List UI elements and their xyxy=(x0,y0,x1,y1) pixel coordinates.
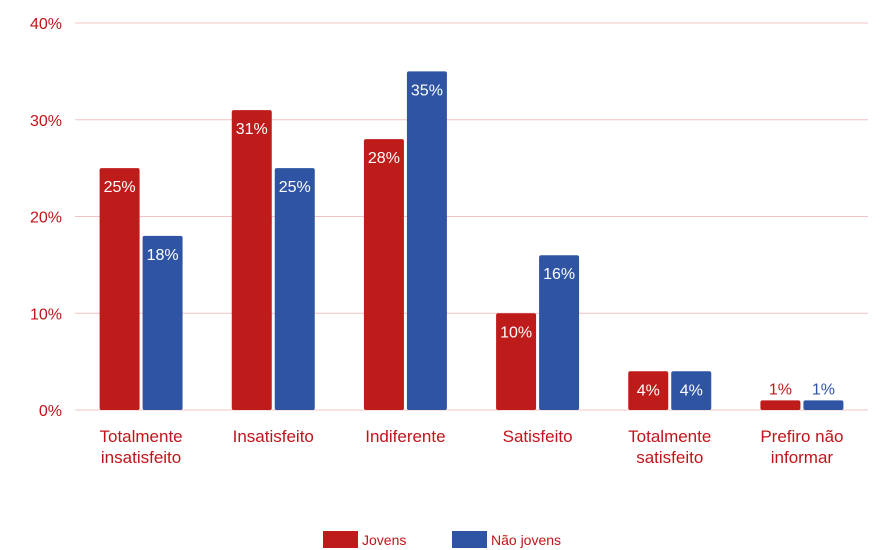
y-tick-label: 10% xyxy=(30,306,62,323)
bar xyxy=(760,400,801,410)
bar-value-label: 35% xyxy=(411,82,443,99)
bar xyxy=(539,255,580,410)
bar xyxy=(671,371,712,410)
bar xyxy=(274,168,315,410)
bar-value-label: 10% xyxy=(500,324,532,341)
x-category-label: Totalmente satisfeito xyxy=(628,427,711,467)
legend-label: Jovens xyxy=(362,532,406,548)
bar-value-label: 16% xyxy=(543,266,575,283)
y-axis: 0% 10% 20% 30% 40% xyxy=(30,16,62,420)
bar-value-label: 1% xyxy=(812,381,835,398)
y-tick-label: 20% xyxy=(30,210,62,227)
gridlines xyxy=(75,22,868,411)
bar xyxy=(628,371,669,410)
bar-value-label: 25% xyxy=(279,179,311,196)
bar xyxy=(406,71,447,410)
y-tick-label: 30% xyxy=(30,113,62,130)
bar xyxy=(803,400,844,410)
bar-value-label: 31% xyxy=(236,121,268,138)
y-tick-label: 0% xyxy=(39,403,62,420)
y-tick-label: 40% xyxy=(30,16,62,33)
x-axis: Totalmente insatisfeito Insatisfeito Indife… xyxy=(99,427,843,467)
x-category-label: Indiferente xyxy=(365,427,445,446)
bar-value-label: 4% xyxy=(680,382,703,399)
bar-value-label: 1% xyxy=(769,381,792,398)
bar xyxy=(99,168,140,410)
legend-label: Não jovens xyxy=(491,532,561,548)
bar-value-label: 25% xyxy=(104,179,136,196)
bar-value-label: 18% xyxy=(147,247,179,264)
x-category-label: Insatisfeito xyxy=(233,427,314,446)
bar-value-label: 28% xyxy=(368,150,400,167)
x-category-label: Satisfeito xyxy=(503,427,573,446)
legend-swatch xyxy=(452,531,487,548)
bar xyxy=(142,235,183,410)
x-category-label: Totalmente insatisfeito xyxy=(99,427,182,467)
legend: Jovens Não jovens xyxy=(323,531,561,548)
bar xyxy=(496,313,537,410)
bar xyxy=(363,139,404,410)
x-category-label: Prefiro não informar xyxy=(760,427,843,467)
bars xyxy=(99,71,844,410)
bar-value-labels: 25% 18% 31% 25% 28% 35% 10% 16% 4% 4% 1% 1% xyxy=(104,82,835,399)
bar xyxy=(231,110,272,410)
bar-value-label: 4% xyxy=(637,382,660,399)
legend-swatch xyxy=(323,531,358,548)
